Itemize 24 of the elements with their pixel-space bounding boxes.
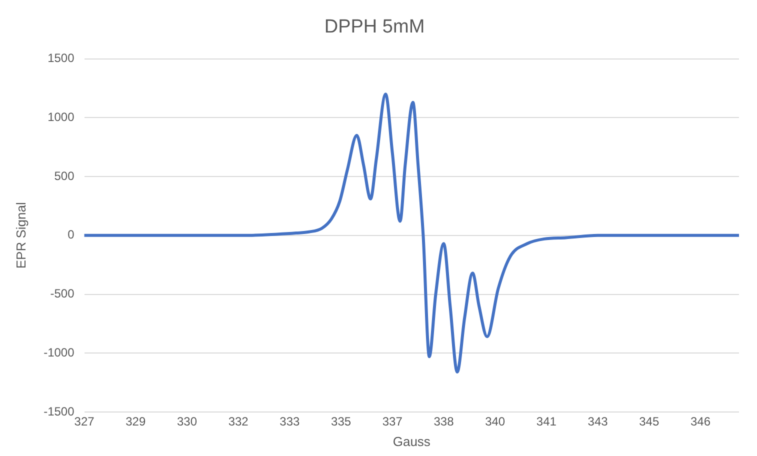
x-tick-label: 329 — [126, 414, 146, 429]
x-axis-title: Gauss — [392, 434, 431, 449]
y-tick-label: 1500 — [48, 51, 75, 66]
x-tick-label: 345 — [639, 414, 660, 429]
y-axis-title: EPR Signal — [13, 202, 28, 269]
y-tick-label: 1000 — [48, 110, 75, 124]
x-tick-label: 346 — [690, 414, 711, 429]
x-tick-label: 335 — [331, 414, 352, 429]
y-tick-label: -500 — [50, 286, 75, 301]
x-tick-label: 341 — [536, 414, 557, 429]
x-tick-label: 343 — [588, 414, 608, 429]
x-tick-label: 333 — [280, 414, 300, 429]
chart-title: DPPH 5mM — [324, 16, 425, 38]
y-tick-label: -1000 — [44, 345, 75, 360]
line-series — [84, 92, 739, 374]
x-tick-label: 338 — [434, 414, 454, 429]
x-tick-label: 327 — [74, 414, 95, 429]
x-tick-label: 340 — [485, 414, 506, 429]
x-tick-label: 332 — [228, 414, 249, 429]
y-tick-label: 500 — [54, 168, 75, 183]
y-tick-label: -1500 — [44, 404, 75, 418]
y-tick-label: 0 — [68, 228, 75, 242]
x-tick-label: 330 — [176, 414, 198, 429]
x-tick-label: 337 — [382, 414, 403, 429]
